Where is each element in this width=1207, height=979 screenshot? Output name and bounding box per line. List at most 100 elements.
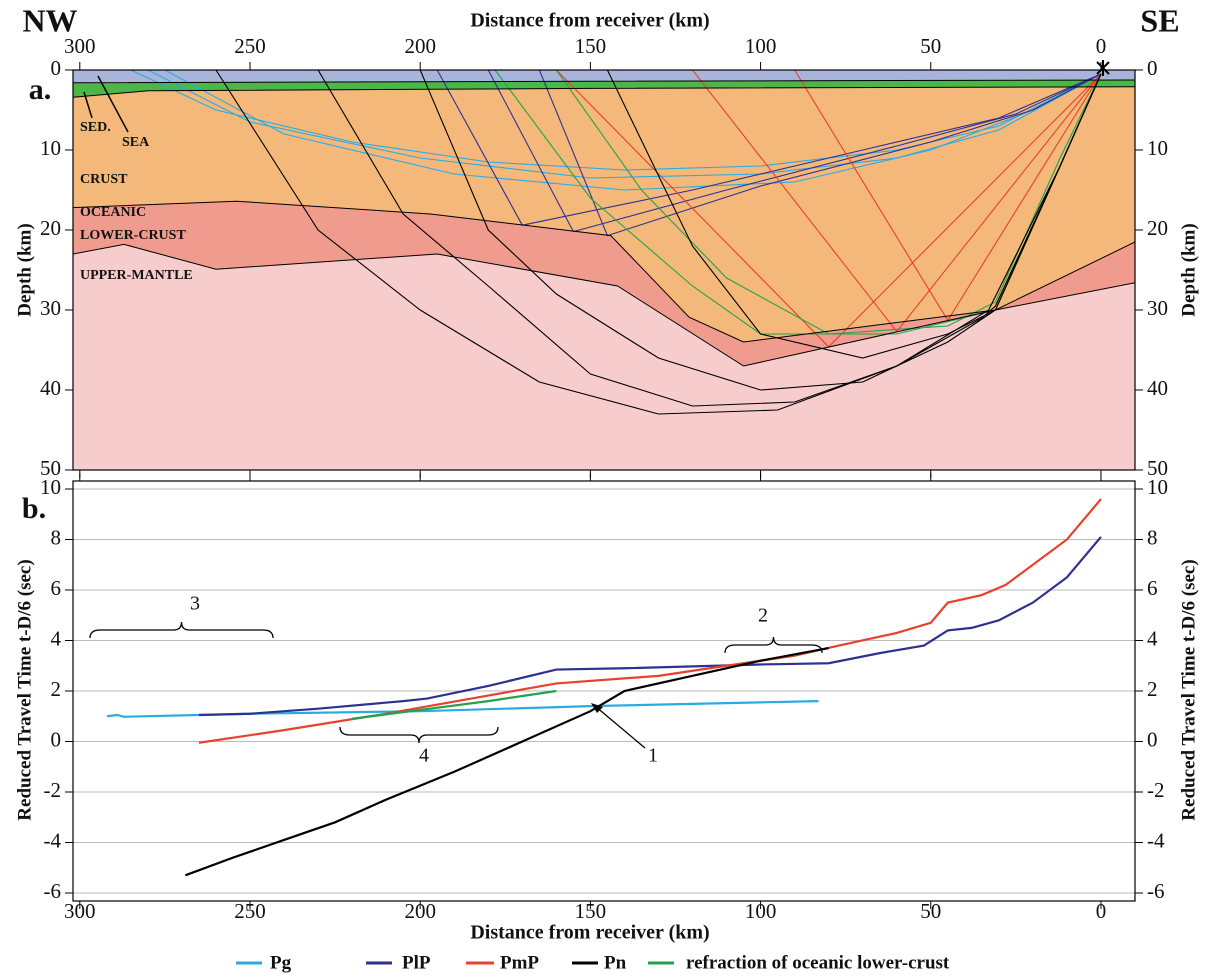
y-axis-title: Reduced Travel Time t-D/6 (sec) — [1178, 559, 1199, 820]
ray-path — [317, 70, 1102, 407]
layer-label: LOWER-CRUST — [80, 228, 186, 243]
plot-frame — [72, 480, 1136, 902]
y-tick-label: -6 — [1147, 879, 1165, 903]
y-tick-label: 40 — [1147, 376, 1168, 400]
y-tick-label: 30 — [40, 296, 61, 320]
x-tick-label: 300 — [64, 899, 96, 923]
y-tick-label: 10 — [40, 475, 61, 499]
layer-boundary — [73, 79, 1135, 84]
y-axis-title: Depth (km) — [14, 223, 35, 316]
x-tick-label: 300 — [64, 34, 96, 58]
series-line — [198, 498, 1102, 744]
y-tick-label: 50 — [40, 456, 61, 480]
y-tick-label: 0 — [1147, 56, 1158, 80]
x-tick-label: 100 — [745, 34, 777, 58]
series-line — [106, 700, 819, 718]
y-tick-label: 50 — [1147, 456, 1168, 480]
y-tick-label: 40 — [40, 376, 61, 400]
y-tick-label: 20 — [40, 216, 61, 240]
pointer — [83, 91, 93, 119]
legend-label: Pg — [270, 952, 292, 973]
x-tick-label: 200 — [404, 899, 436, 923]
y-tick-label: 4 — [1147, 626, 1158, 650]
legend-label: PmP — [500, 952, 539, 973]
pointer — [97, 75, 129, 133]
y-tick-label: 8 — [51, 525, 62, 549]
panel-label: a. — [29, 73, 52, 106]
y-tick-label: 8 — [1147, 525, 1158, 549]
layer-label: SEA — [122, 135, 150, 150]
y-tick-label: 6 — [51, 576, 62, 600]
x-tick-label: 0 — [1096, 899, 1107, 923]
legend-label: Pn — [604, 952, 627, 973]
annotation: 1 — [648, 745, 658, 767]
x-tick-label: 200 — [404, 34, 436, 58]
y-tick-label: 20 — [1147, 216, 1168, 240]
y-tick-label: 2 — [51, 677, 62, 701]
ray-path — [436, 70, 1102, 226]
layer — [73, 244, 1135, 470]
y-tick-label: 30 — [1147, 296, 1168, 320]
y-tick-label: 10 — [1147, 475, 1168, 499]
layer-label: UPPER-MANTLE — [80, 268, 193, 283]
series-line — [198, 536, 1102, 717]
y-tick-label: 0 — [51, 56, 62, 80]
brace — [724, 636, 823, 654]
y-tick-label: 0 — [51, 727, 62, 751]
direction-label: NW — [22, 2, 77, 38]
annotation: 4 — [419, 745, 429, 767]
y-tick-label: 4 — [51, 626, 62, 650]
x-axis-title: Distance from receiver (km) — [470, 922, 709, 944]
arrow — [594, 705, 646, 749]
y-tick-label: -4 — [1147, 828, 1165, 852]
x-tick-label: 50 — [920, 899, 941, 923]
y-tick-label: -6 — [44, 879, 62, 903]
ray-path — [606, 70, 1102, 359]
y-tick-label: 6 — [1147, 576, 1158, 600]
y-axis-title: Reduced Travel Time t-D/6 (sec) — [14, 559, 35, 820]
ray-path — [130, 70, 1102, 171]
ray-path — [215, 70, 1102, 415]
brace — [89, 621, 274, 639]
y-tick-label: -2 — [1147, 778, 1165, 802]
plot-frame — [72, 69, 1136, 471]
ray-path — [147, 70, 1102, 179]
x-axis-title: Distance from receiver (km) — [470, 10, 709, 32]
layer-label: CRUST — [80, 172, 128, 187]
receiver — [1096, 60, 1110, 76]
x-tick-label: 250 — [234, 899, 266, 923]
y-tick-label: 10 — [1147, 136, 1168, 160]
ray-path — [487, 70, 1102, 233]
x-tick-label: 150 — [575, 899, 607, 923]
panel-label: b. — [22, 492, 46, 525]
x-tick-label: 250 — [234, 34, 266, 58]
x-tick-label: 50 — [920, 34, 941, 58]
x-tick-label: 0 — [1096, 34, 1107, 58]
y-tick-label: 10 — [40, 136, 61, 160]
brace — [339, 726, 499, 744]
direction-label: SE — [1140, 2, 1179, 38]
legend-label: refraction of oceanic lower-crust — [686, 952, 950, 973]
ray-path — [555, 70, 1102, 335]
layer-boundary — [73, 243, 1135, 367]
series-line — [351, 689, 557, 720]
ray-path — [538, 70, 1102, 237]
y-tick-label: -2 — [44, 778, 62, 802]
annotation: 2 — [758, 605, 768, 627]
annotation: 3 — [190, 593, 200, 615]
y-tick-label: -4 — [44, 828, 62, 852]
series-line — [184, 646, 829, 877]
layer-label: OCEANIC — [80, 205, 146, 220]
layer-boundary — [73, 86, 1135, 98]
x-tick-label: 100 — [745, 899, 777, 923]
legend-label: PlP — [402, 952, 431, 973]
layer-boundary — [73, 200, 1135, 343]
x-tick-label: 150 — [575, 34, 607, 58]
y-tick-label: 0 — [1147, 727, 1158, 751]
arrowhead — [591, 703, 603, 713]
y-axis-title: Depth (km) — [1178, 223, 1199, 316]
layer-label: SED. — [80, 120, 111, 135]
y-tick-label: 2 — [1147, 677, 1158, 701]
section-plot — [73, 70, 1135, 470]
